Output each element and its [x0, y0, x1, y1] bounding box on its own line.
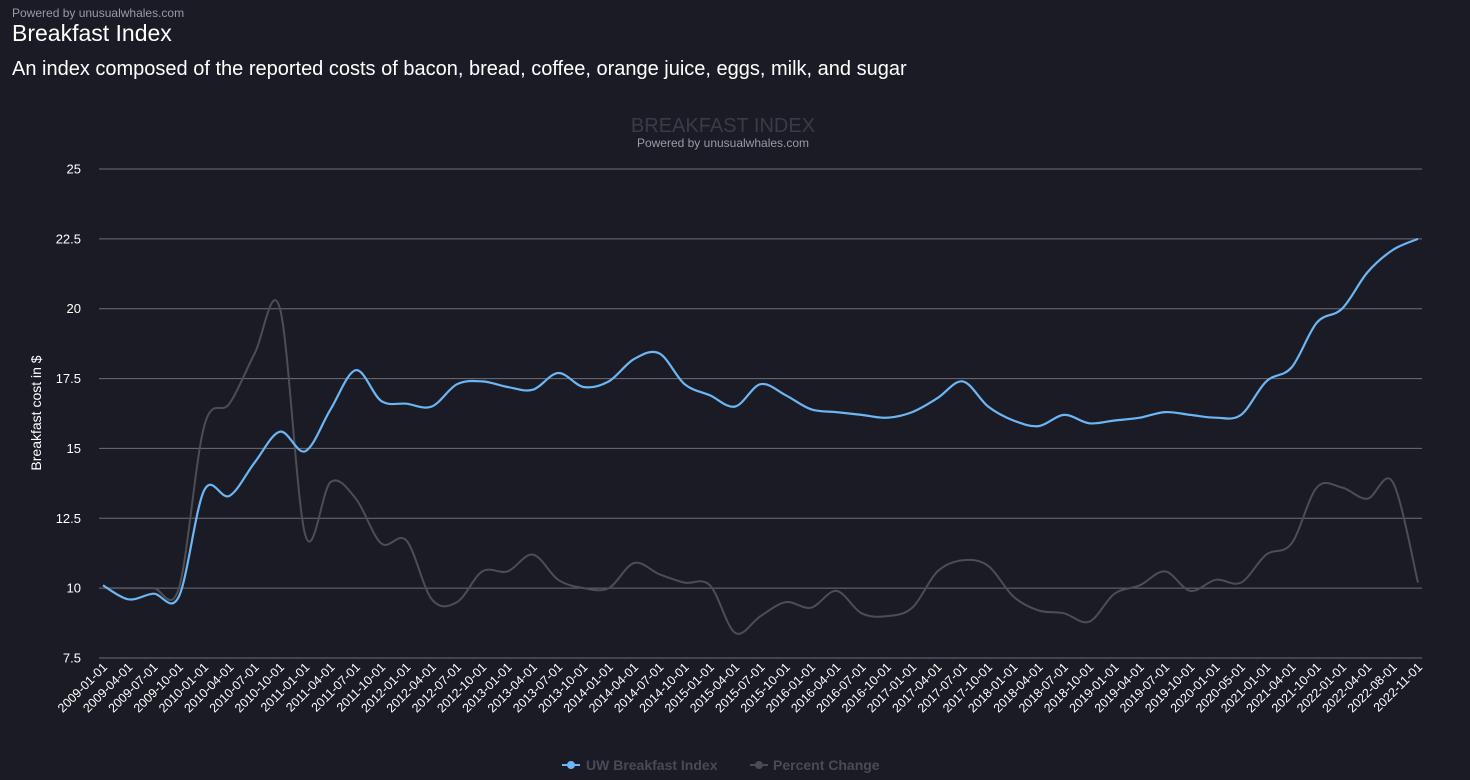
series-lines — [102, 237, 1419, 635]
y-gridlines — [99, 168, 1422, 659]
x-axis-ticks: 2009-01-012009-04-012009-07-012009-10-01… — [55, 660, 1425, 715]
legend-marker-symbol — [755, 761, 763, 769]
y-tick-label: 22.5 — [56, 231, 81, 246]
series-line-percent-change — [102, 299, 1419, 635]
powered-by-caption: Powered by unusualwhales.com — [12, 6, 185, 20]
legend-label: Percent Change — [773, 757, 880, 773]
y-tick-label: 7.5 — [63, 651, 81, 666]
page-subtitle: An index composed of the reported costs … — [12, 58, 907, 80]
legend-item-uw-breakfast-index[interactable]: UW Breakfast Index — [562, 757, 718, 773]
y-tick-label: 10 — [67, 581, 81, 596]
y-tick-label: 17.5 — [56, 371, 81, 386]
series-line-uw-breakfast-index — [102, 237, 1419, 605]
y-tick-label: 12.5 — [56, 511, 81, 526]
legend-marker-symbol — [567, 761, 575, 769]
legend: UW Breakfast Index Percent Change — [562, 757, 880, 773]
y-tick-label: 15 — [67, 441, 81, 456]
legend-label: UW Breakfast Index — [586, 757, 718, 773]
y-tick-label: 25 — [67, 162, 81, 177]
y-axis-label: Breakfast cost in $ — [28, 355, 44, 470]
chart-subtitle: Powered by unusualwhales.com — [637, 136, 809, 150]
legend-item-percent-change[interactable]: Percent Change — [750, 757, 880, 773]
y-tick-label: 20 — [67, 301, 81, 316]
y-axis-ticks: 25 22.5 20 17.5 15 12.5 10 7.5 — [56, 162, 81, 666]
page-title: Breakfast Index — [12, 20, 172, 46]
chart-title: BREAKFAST INDEX — [631, 115, 815, 137]
